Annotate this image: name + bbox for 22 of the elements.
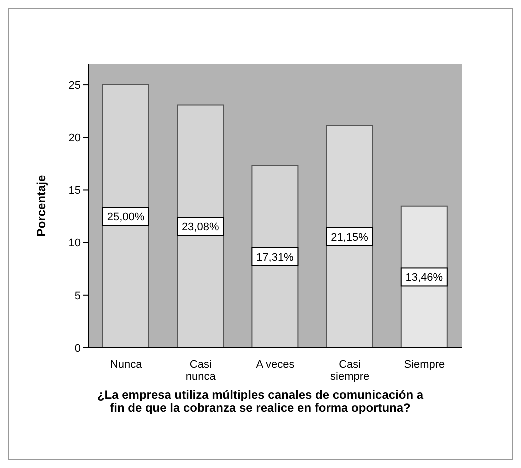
bar <box>252 165 299 348</box>
x-tick-label: Nunca <box>110 359 144 371</box>
x-tick-label: Casi nunca <box>186 359 217 383</box>
bar <box>326 125 374 348</box>
x-tick-label: Siempre <box>404 359 446 371</box>
y-tick-label: 20 <box>68 132 81 145</box>
y-tick-label: 0 <box>74 342 81 355</box>
data-label: 25,00% <box>107 212 145 224</box>
bar <box>102 84 150 348</box>
y-tick-label: 5 <box>74 290 81 302</box>
x-tick-label: Casi siempre <box>330 359 370 383</box>
data-label: 17,31% <box>256 252 294 264</box>
data-label: 23,08% <box>182 222 220 234</box>
y-tick-label: 15 <box>68 185 81 198</box>
x-axis-title: ¿La empresa utiliza múltiples canales de comunicación a fin de que la cobranza se realice en forma oportuna? <box>96 388 425 415</box>
bar <box>177 104 224 348</box>
x-tick-label: A veces <box>256 359 296 371</box>
data-label: 21,15% <box>331 232 369 244</box>
y-axis-title: Porcentaje <box>34 174 48 237</box>
y-tick-label: 10 <box>68 238 81 250</box>
data-label: 13,46% <box>406 272 444 284</box>
y-tick-label: 25 <box>68 80 81 92</box>
